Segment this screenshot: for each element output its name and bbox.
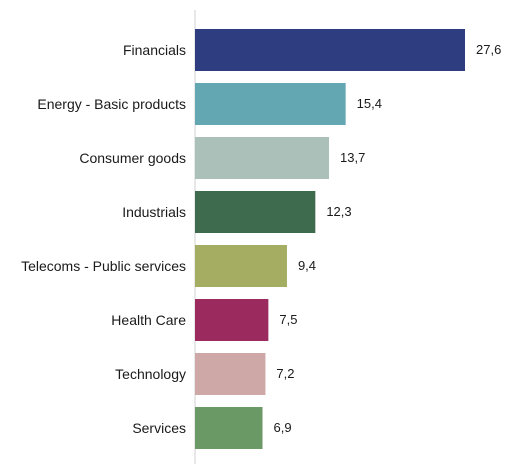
bar-industrials	[195, 191, 316, 233]
value-label-telecoms-public-services: 9,4	[298, 258, 316, 273]
bar-financials	[195, 29, 465, 71]
value-label-services: 6,9	[274, 420, 292, 435]
value-labels-group: 27,6 15,4 13,7 12,3 9,4 7,5 7,2 6,9	[274, 42, 502, 435]
bar-energy-basic-products	[195, 83, 346, 125]
category-label-health-care: Health Care	[111, 312, 186, 328]
bar-services	[195, 407, 263, 449]
bar-health-care	[195, 299, 269, 341]
category-labels-group: Financials Energy - Basic products Consume…	[21, 42, 186, 436]
category-label-financials: Financials	[123, 42, 186, 58]
category-label-services: Services	[132, 420, 186, 436]
category-label-telecoms-public-services: Telecoms - Public services	[21, 258, 186, 274]
bar-consumer-goods	[195, 137, 330, 179]
value-label-financials: 27,6	[476, 42, 501, 57]
category-label-energy-basic-products: Energy - Basic products	[37, 96, 186, 112]
category-label-technology: Technology	[115, 366, 186, 382]
value-label-health-care: 7,5	[279, 312, 297, 327]
category-label-consumer-goods: Consumer goods	[79, 150, 186, 166]
category-label-industrials: Industrials	[122, 204, 186, 220]
value-label-industrials: 12,3	[326, 204, 351, 219]
value-label-technology: 7,2	[276, 366, 294, 381]
bar-technology	[195, 353, 266, 395]
value-label-consumer-goods: 13,7	[340, 150, 365, 165]
value-label-energy-basic-products: 15,4	[357, 96, 382, 111]
bar-telecoms-public-services	[195, 245, 287, 287]
bars-group	[195, 29, 465, 449]
